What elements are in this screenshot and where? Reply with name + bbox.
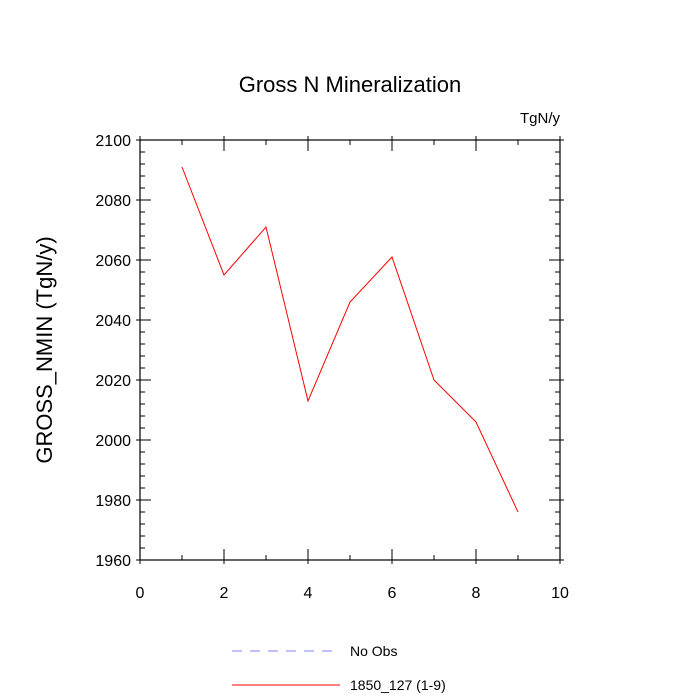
legend-label-1850-127: 1850_127 (1-9) (350, 677, 446, 693)
data-series (181, 166, 519, 513)
y-tick-label: 2020 (95, 373, 131, 390)
y-tick-label: 2040 (95, 313, 131, 330)
x-tick-label: 6 (388, 585, 397, 602)
x-tick-label: 4 (304, 585, 313, 602)
x-tick-label: 0 (136, 585, 145, 602)
x-tick-label: 8 (472, 585, 481, 602)
axis-ticks (136, 136, 564, 564)
legend: No Obs 1850_127 (1-9) (232, 643, 446, 693)
y-tick-label: 2100 (95, 133, 131, 150)
series-line-1 (181, 166, 519, 513)
y-tick-label: 1980 (95, 493, 131, 510)
y-axis-label: GROSS_NMIN (TgN/y) (32, 236, 57, 463)
y-tick-label: 1960 (95, 553, 131, 570)
plot-frame (139, 139, 561, 561)
y-tick-label: 2080 (95, 193, 131, 210)
legend-label-no-obs: No Obs (350, 643, 397, 659)
axis-tick-labels: 0 2 4 6 8 10 1960 1980 2000 2020 2040 2060 2080 2100 (95, 133, 569, 602)
y-tick-label: 2060 (95, 253, 131, 270)
x-tick-label: 2 (220, 585, 229, 602)
chart-title: Gross N Mineralization (239, 72, 462, 97)
x-tick-label: 10 (551, 585, 569, 602)
units-label: TgN/y (520, 110, 561, 127)
y-tick-label: 2000 (95, 433, 131, 450)
